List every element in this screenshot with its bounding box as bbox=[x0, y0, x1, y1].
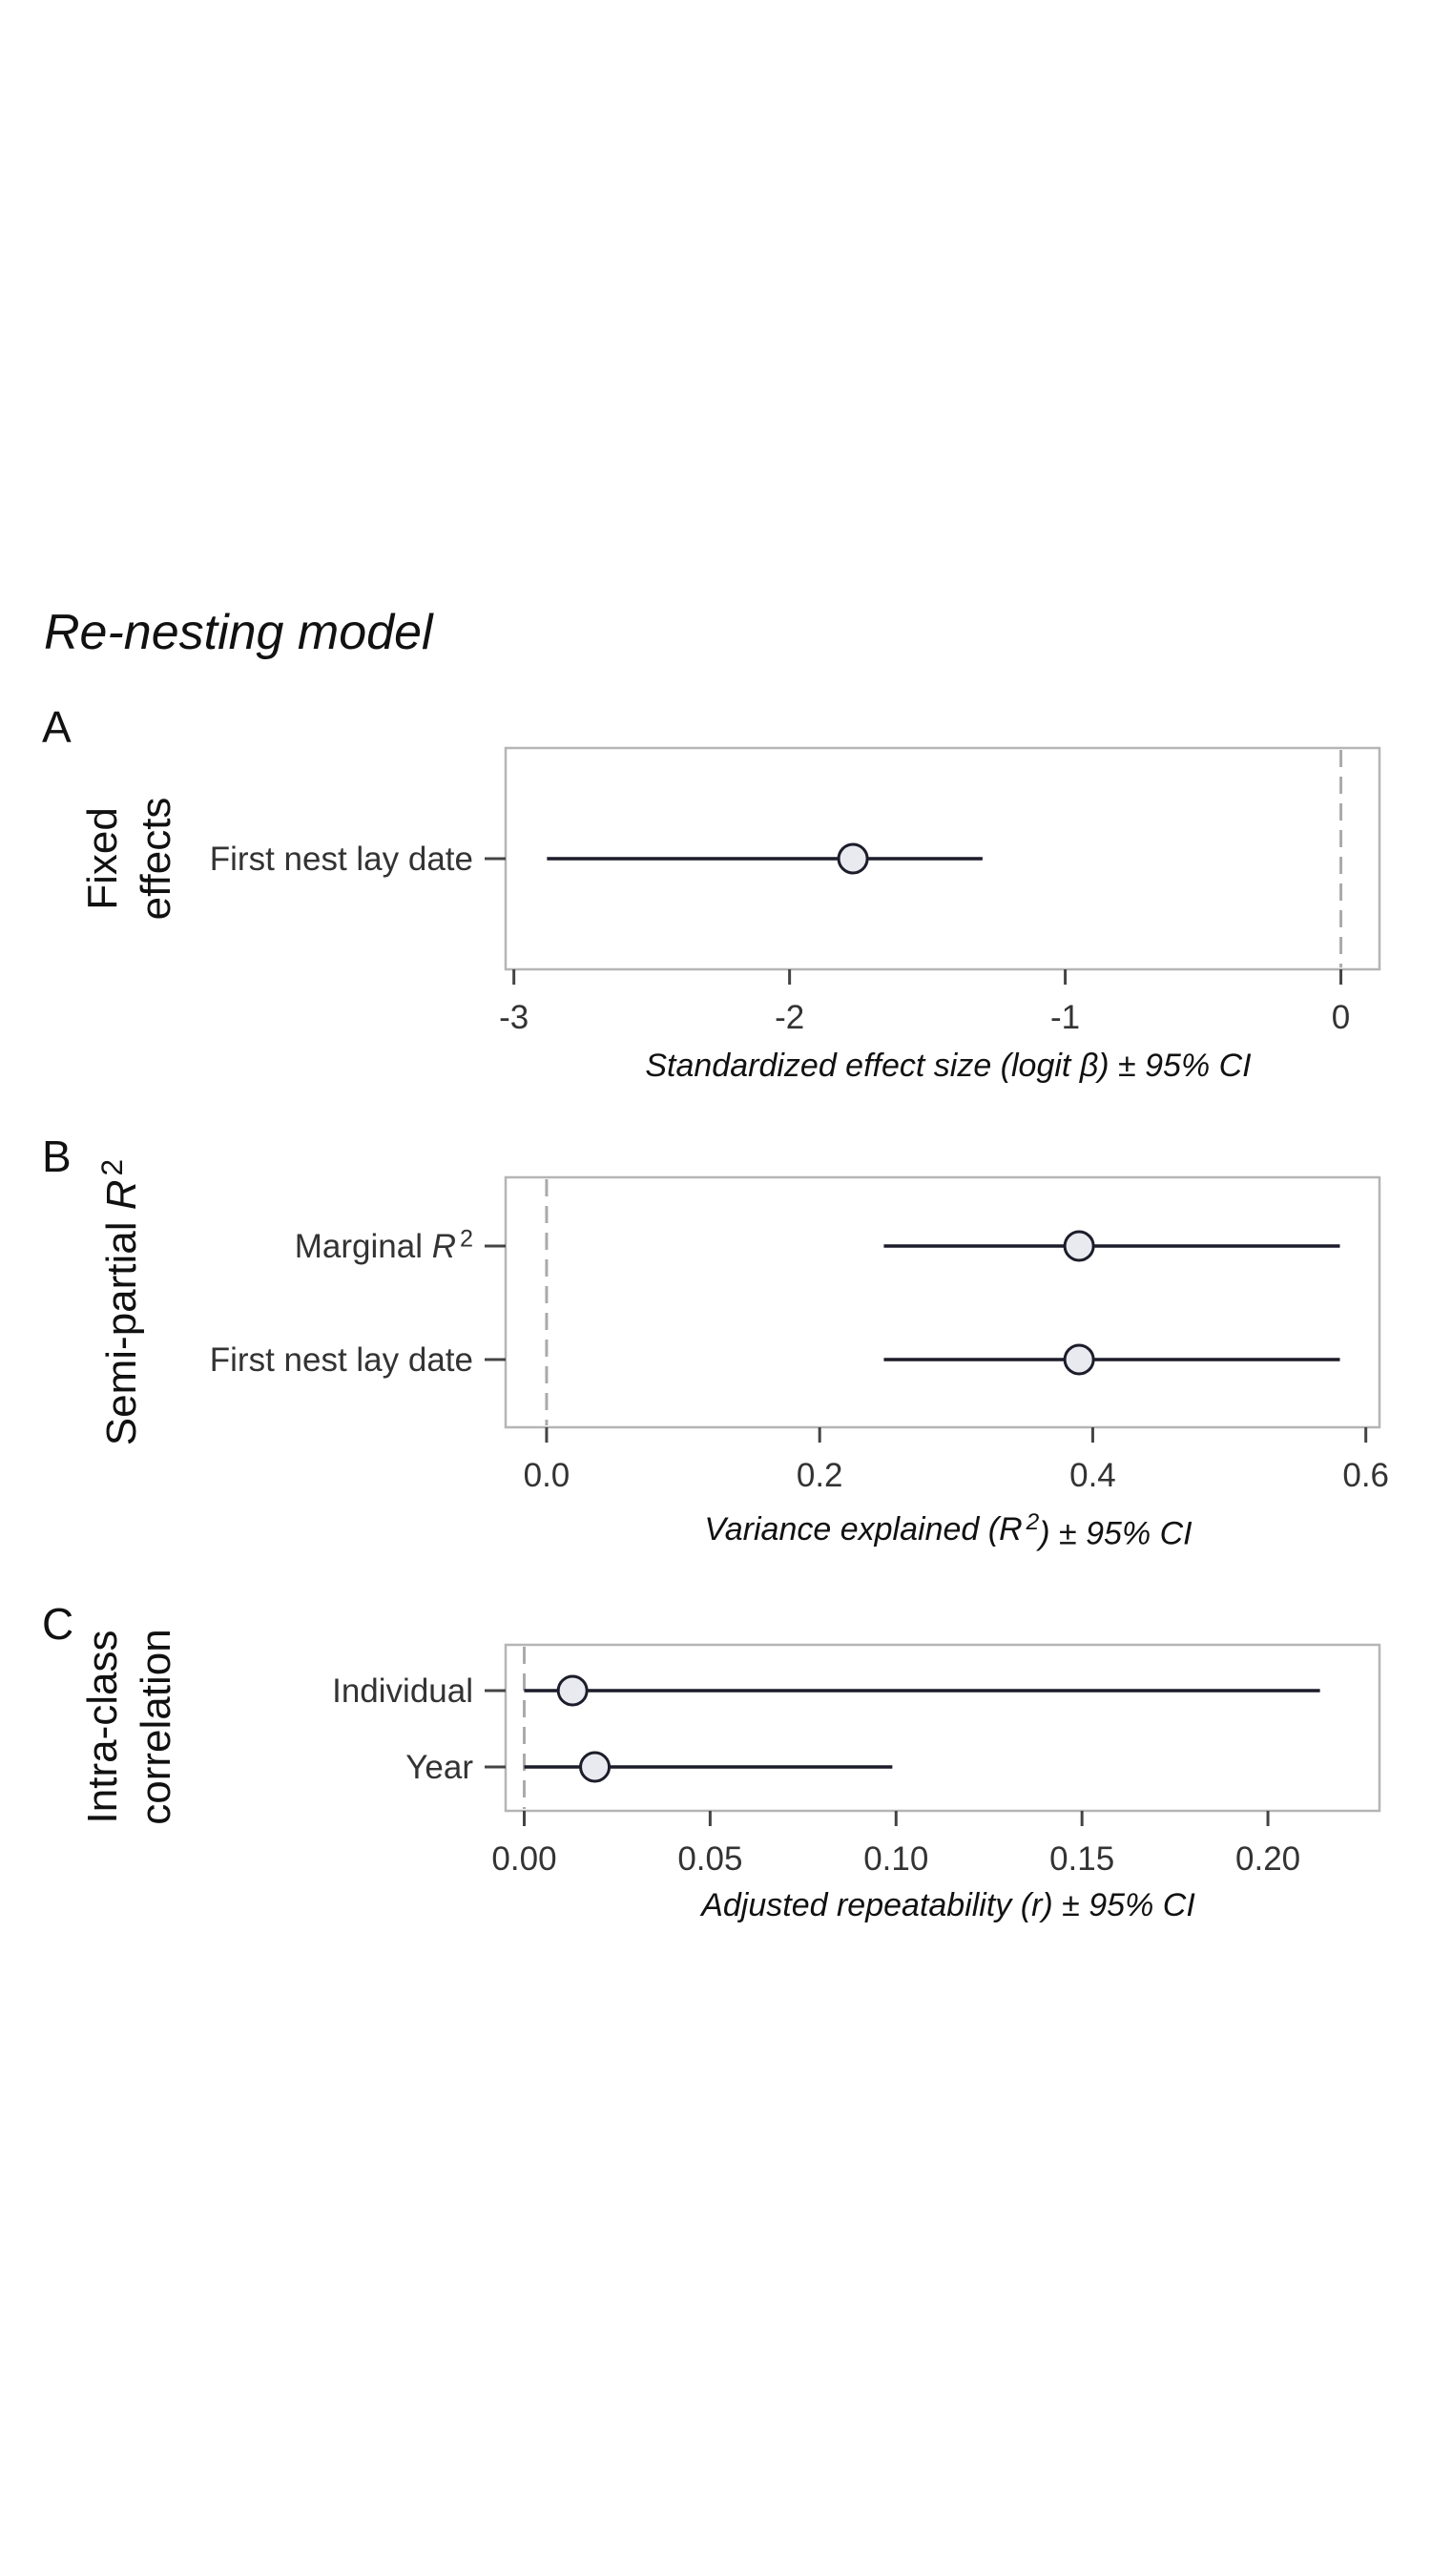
panel-letter: C bbox=[42, 1599, 73, 1649]
x-tick-label: -3 bbox=[499, 999, 529, 1036]
panel-letter: B bbox=[42, 1132, 72, 1181]
point-estimate bbox=[1063, 1343, 1095, 1376]
group-label: Intra-class correlation bbox=[79, 1629, 179, 1824]
plot-frame bbox=[504, 1175, 1381, 1429]
x-tick-label: 0.10 bbox=[863, 1840, 928, 1878]
x-tick-label: 0.05 bbox=[677, 1840, 742, 1878]
y-tick-label: Year bbox=[405, 1749, 473, 1786]
x-tick-label: 0.00 bbox=[491, 1840, 556, 1878]
x-tick-label: -2 bbox=[775, 999, 804, 1036]
point-estimate bbox=[556, 1674, 589, 1707]
y-tick-label: Individual bbox=[332, 1672, 473, 1710]
point-estimate bbox=[1063, 1230, 1095, 1262]
point-estimate bbox=[837, 842, 869, 875]
y-tick-label: First nest lay date bbox=[210, 1341, 473, 1379]
x-tick-label: 0.15 bbox=[1049, 1840, 1114, 1878]
plot-frame bbox=[504, 1643, 1381, 1813]
x-tick-label: 0.6 bbox=[1342, 1457, 1389, 1494]
x-axis-label: Standardized effect size (logit β) ± 95%… bbox=[645, 1048, 1252, 1084]
x-axis-label: Variance explained (R 2) ± 95% CI bbox=[704, 1509, 1192, 1551]
x-axis-label: Adjusted repeatability (r) ± 95% CI bbox=[699, 1887, 1195, 1923]
x-tick-label: 0.4 bbox=[1069, 1457, 1116, 1494]
y-tick-label: First nest lay date bbox=[210, 841, 473, 878]
group-label: Semi-partial R2 bbox=[94, 1159, 145, 1445]
panel-b: B Semi-partial R2 0.0 0.2 0.4 0.6 Variance exp… bbox=[42, 1132, 1389, 1551]
figure-title: Re-nesting model bbox=[44, 605, 434, 660]
x-tick-label: 0 bbox=[1332, 999, 1350, 1036]
panel-letter: A bbox=[42, 702, 72, 752]
group-label: Fixed effects bbox=[79, 798, 179, 921]
x-tick-label: 0.20 bbox=[1235, 1840, 1300, 1878]
point-estimate bbox=[579, 1751, 612, 1783]
x-tick-label: 0.0 bbox=[524, 1457, 570, 1494]
x-tick-label: -1 bbox=[1050, 999, 1080, 1036]
x-tick-label: 0.2 bbox=[797, 1457, 843, 1494]
